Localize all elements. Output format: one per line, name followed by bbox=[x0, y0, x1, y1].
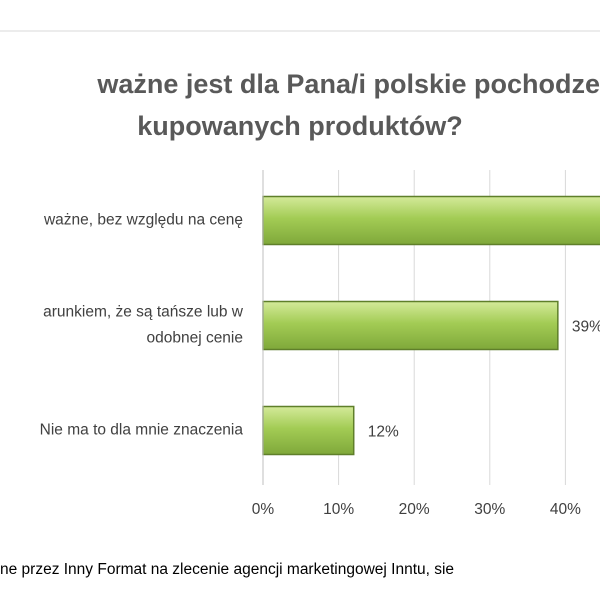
chart-title: ważne jest dla Pana/i polskie pochodze bbox=[96, 69, 600, 99]
x-tick-label: 0% bbox=[252, 501, 275, 518]
value-label: 39% bbox=[572, 319, 600, 336]
y-tick-label: odobnej cenie bbox=[146, 330, 243, 347]
y-tick-label: ważne, bez względu na cenę bbox=[43, 212, 243, 229]
x-tick-label: 40% bbox=[550, 501, 581, 518]
x-tick-label: 10% bbox=[323, 501, 354, 518]
bar bbox=[262, 195, 600, 246]
y-tick-label: Nie ma to dla mnie znaczenia bbox=[40, 422, 244, 439]
source: ne przez Inny Format na zlecenie agencji… bbox=[0, 561, 454, 578]
bar bbox=[262, 405, 355, 456]
y-tick-label: arunkiem, że są tańsze lub w bbox=[43, 304, 244, 321]
x-tick-label: 20% bbox=[399, 501, 430, 518]
x-tick-label: 30% bbox=[474, 501, 505, 518]
value-label: 12% bbox=[368, 424, 399, 441]
bar bbox=[262, 300, 559, 351]
chart-title: kupowanych produktów? bbox=[137, 111, 463, 141]
